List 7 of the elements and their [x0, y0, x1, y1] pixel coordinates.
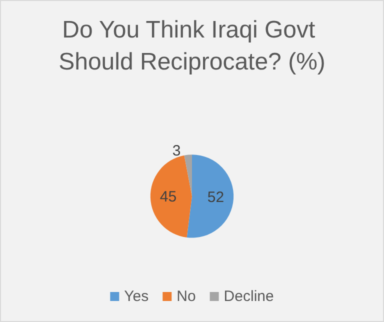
legend-label: Decline: [224, 288, 274, 305]
data-label: 3: [172, 142, 181, 160]
legend-label: No: [176, 288, 196, 305]
data-label: 45: [160, 188, 177, 206]
data-label: 52: [207, 189, 224, 206]
legend-label: Yes: [124, 288, 149, 305]
chart-title: Do You Think Iraqi Govt Should Reciprocate? (%): [58, 16, 326, 76]
